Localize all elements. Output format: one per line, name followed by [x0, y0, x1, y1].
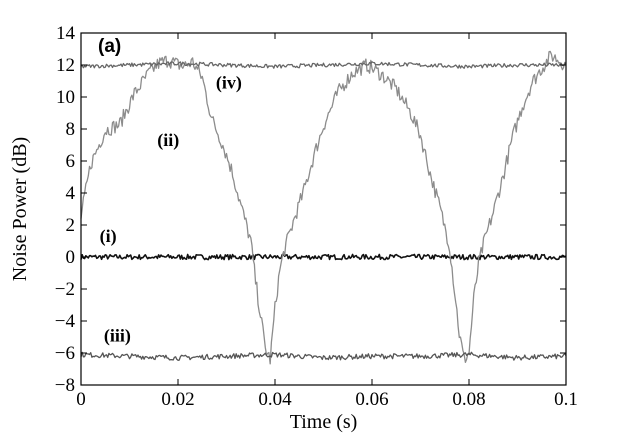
- x-tick-label: 0.1: [554, 389, 578, 410]
- x-axis-label: Time (s): [290, 411, 358, 433]
- y-tick-label: −2: [55, 279, 75, 300]
- series-annotation: (ii): [157, 130, 179, 151]
- panel-label: (a): [98, 36, 121, 57]
- y-tick-label: 12: [56, 55, 75, 76]
- plot-frame: [80, 32, 567, 386]
- y-tick-label: 0: [66, 247, 76, 268]
- x-tick-label: 0.06: [355, 389, 388, 410]
- series-line-iv: [80, 61, 567, 69]
- x-tick-label: 0: [76, 389, 86, 410]
- y-tick-label: 4: [66, 183, 76, 204]
- y-tick-label: 8: [66, 119, 76, 140]
- y-tick-label: 10: [56, 87, 75, 108]
- labels-layer: 0 0.02 0.04 0.06 0.08 0.1 −8 −6 −4 −2 0 2 4 6 8 10 12 14 (…: [55, 23, 578, 410]
- x-tick-label: 0.04: [258, 389, 292, 410]
- y-tick-label: 14: [56, 23, 76, 44]
- y-axis-label: Noise Power (dB): [9, 137, 31, 281]
- series-annotation: (iv): [216, 73, 242, 94]
- series-layer: [80, 50, 567, 365]
- x-tick-label: 0.08: [452, 389, 485, 410]
- series-line-ii: [80, 50, 567, 365]
- y-tick-label: 6: [66, 151, 76, 172]
- series-annotation: (iii): [104, 325, 131, 346]
- y-tick-label: −6: [55, 343, 75, 364]
- y-tick-label: 2: [66, 215, 76, 236]
- series-annotation: (i): [100, 226, 117, 247]
- y-tick-label: −4: [55, 311, 76, 332]
- series-line-iii: [80, 351, 567, 361]
- x-tick-label: 0.02: [161, 389, 194, 410]
- series-line-i: [80, 253, 567, 261]
- y-tick-label: −8: [55, 375, 75, 396]
